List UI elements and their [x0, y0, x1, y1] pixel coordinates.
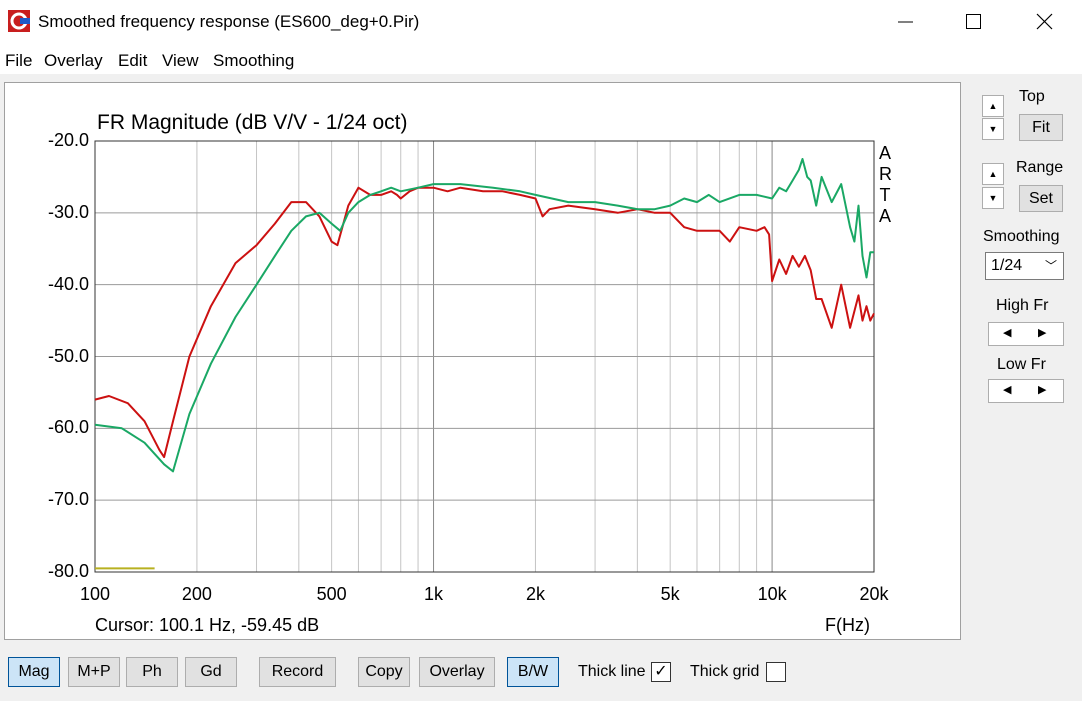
chevron-down-icon: ﹀ — [1044, 259, 1057, 273]
low-fr-arrows[interactable]: ◀ ▶ — [988, 379, 1064, 403]
menu-edit[interactable]: Edit — [118, 51, 148, 70]
top-label: Top — [1019, 88, 1045, 105]
title-bar: Smoothed frequency response (ES600_deg+0… — [0, 0, 1082, 44]
copy-button[interactable]: Copy — [358, 657, 410, 687]
cursor-readout: Cursor: 100.1 Hz, -59.45 dB — [95, 615, 320, 635]
minimize-icon — [898, 21, 913, 23]
y-tick-label: -70.0 — [47, 489, 89, 510]
arrow-left-icon[interactable]: ◀ — [1003, 327, 1012, 339]
plot-area[interactable]: FR Magnitude (dB V/V - 1/24 oct) -20.0 -3… — [4, 82, 961, 640]
fit-button[interactable]: Fit — [1019, 114, 1063, 141]
close-icon — [1036, 13, 1053, 30]
range-label: Range — [1016, 159, 1064, 176]
mag-button[interactable]: Mag — [8, 657, 60, 687]
smoothing-label: Smoothing — [983, 228, 1060, 245]
high-fr-label: High Fr — [996, 297, 1049, 314]
series-line-1 — [94, 158, 874, 473]
low-fr-label: Low Fr — [997, 356, 1046, 373]
minimize-button[interactable] — [882, 6, 928, 38]
x-tick-label: 10k — [757, 584, 787, 604]
arta-letter: A — [879, 143, 892, 163]
y-tick-label: -60.0 — [47, 417, 89, 438]
bw-button[interactable]: B/W — [507, 657, 559, 687]
menu-file[interactable]: File — [5, 51, 33, 70]
smoothing-value: 1/24 — [991, 257, 1023, 274]
arta-letter: R — [879, 164, 892, 184]
close-button[interactable] — [1022, 6, 1068, 38]
high-fr-arrows[interactable]: ◀ ▶ — [988, 322, 1064, 346]
y-tick-label: -30.0 — [47, 201, 89, 222]
overlay-button[interactable]: Overlay — [419, 657, 495, 687]
arrow-down-icon: ▼ — [988, 193, 998, 203]
arrow-down-icon: ▼ — [988, 124, 998, 134]
menu-view[interactable]: View — [162, 51, 199, 70]
y-tick-label: -80.0 — [47, 561, 89, 581]
y-tick-label: -20.0 — [47, 130, 89, 150]
x-tick-label: 200 — [181, 584, 212, 604]
x-tick-label: 5k — [660, 584, 680, 604]
menu-overlay[interactable]: Overlay — [44, 51, 103, 70]
thick-line-checkbox[interactable]: ✓ — [651, 662, 671, 682]
x-axis-label: F(Hz) — [825, 615, 870, 635]
top-up-button[interactable]: ▲ — [982, 95, 1004, 117]
arrow-right-icon[interactable]: ▶ — [1038, 327, 1047, 339]
thick-grid-label: Thick grid — [690, 663, 760, 680]
arrow-left-icon[interactable]: ◀ — [1003, 384, 1012, 396]
record-button[interactable]: Record — [259, 657, 336, 687]
arta-letter: T — [879, 185, 891, 205]
menu-smoothing[interactable]: Smoothing — [213, 51, 295, 70]
mp-button[interactable]: M+P — [68, 657, 120, 687]
window-title: Smoothed frequency response (ES600_deg+0… — [38, 12, 420, 31]
range-down-button[interactable]: ▼ — [982, 187, 1004, 209]
range-up-button[interactable]: ▲ — [982, 163, 1004, 185]
menu-bar: File Overlay Edit View Smoothing — [0, 44, 1082, 74]
arrow-right-icon[interactable]: ▶ — [1038, 384, 1047, 396]
x-tick-label: 1k — [424, 584, 444, 604]
series-line-0 — [94, 186, 875, 459]
ph-button[interactable]: Ph — [126, 657, 178, 687]
arta-app-icon — [8, 10, 30, 32]
plot-title: FR Magnitude (dB V/V - 1/24 oct) — [97, 111, 408, 134]
x-tick-label: 2k — [525, 584, 545, 604]
frequency-response-chart[interactable] — [5, 83, 960, 639]
thick-grid-checkbox[interactable] — [766, 662, 786, 682]
thick-line-label: Thick line — [578, 663, 646, 680]
arrow-up-icon: ▲ — [988, 101, 998, 111]
maximize-button[interactable] — [950, 6, 996, 38]
gd-button[interactable]: Gd — [185, 657, 237, 687]
arrow-up-icon: ▲ — [988, 169, 998, 179]
smoothing-select[interactable]: 1/24 ﹀ — [985, 252, 1064, 280]
y-tick-label: -40.0 — [47, 273, 89, 294]
arta-letter: A — [879, 206, 892, 226]
plot-border — [94, 140, 875, 573]
x-tick-label: 20k — [859, 584, 889, 604]
x-tick-label: 500 — [316, 584, 347, 604]
y-tick-label: -50.0 — [47, 345, 89, 366]
maximize-icon — [966, 14, 981, 29]
top-down-button[interactable]: ▼ — [982, 118, 1004, 140]
x-tick-label: 100 — [79, 584, 111, 604]
set-button[interactable]: Set — [1019, 185, 1063, 212]
